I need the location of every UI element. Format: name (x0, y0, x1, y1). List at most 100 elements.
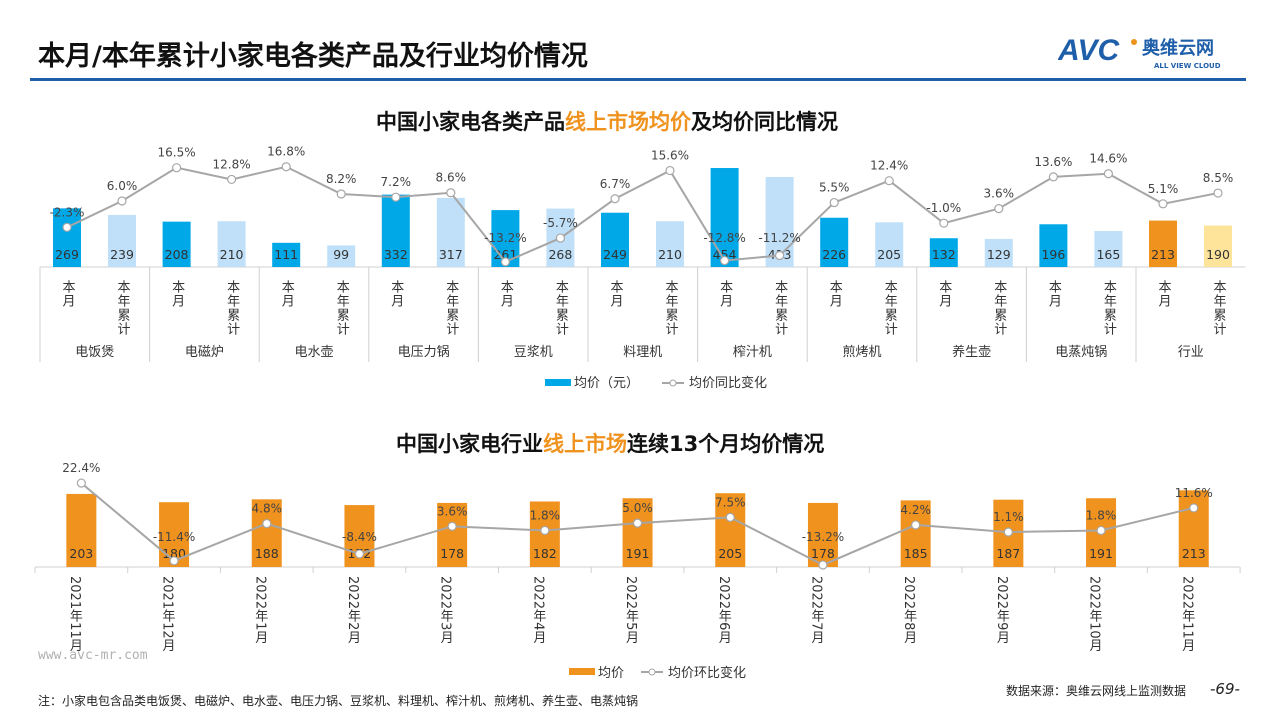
chart1-bar (381, 194, 410, 267)
chart2-bar-value: 185 (904, 546, 928, 561)
chart2-bar-value: 180 (162, 546, 186, 561)
chart1-sub-label: 本年累计 (772, 280, 788, 336)
chart1-bar (272, 242, 301, 267)
chart2-line-point (354, 549, 365, 559)
legend-marker-mom (648, 668, 656, 676)
chart2-line-label: 22.4% (62, 461, 100, 475)
chart2-bar (807, 502, 838, 567)
chart1-line-label: 7.2% (381, 175, 412, 189)
chart2-title-part: 中国小家电行业 (396, 432, 543, 456)
chart1-bar (108, 214, 136, 267)
chart1-line-label: -13.2% (484, 231, 526, 245)
chart1-bar-value: 190 (1206, 247, 1230, 262)
chart1-sub-label: 本月 (827, 280, 843, 308)
chart1-line-label: 15.6% (651, 149, 689, 163)
chart2-bar (437, 502, 468, 567)
chart1-line-label: 12.8% (213, 157, 251, 171)
chart2-line-label: 1.8% (530, 508, 561, 522)
chart1-line-point (939, 218, 949, 228)
chart2-line-point (911, 520, 921, 530)
chart1-bar-value: 99 (333, 247, 349, 262)
chart1-bar (601, 212, 629, 267)
chart2-line-point (1096, 525, 1106, 536)
website-watermark: www.avc-mr.com (38, 648, 148, 663)
chart1-sub-label: 本年累计 (1101, 280, 1117, 336)
chart2-category-label: 2022年5月 (623, 576, 639, 645)
chart2-line-point (725, 512, 735, 522)
chart1-line-point (829, 197, 839, 208)
footnote: 注：小家电包含品类电饭煲、电磁炉、电水壶、电压力锅、豆浆机、料理机、榨汁机、煎烤… (38, 694, 639, 708)
chart2-line-label: 11.6% (1175, 486, 1213, 500)
chart2-bar (715, 493, 746, 567)
chart1-line-label: 16.8% (267, 145, 305, 159)
chart1-bar-value: 317 (439, 247, 463, 262)
page-number: -69- (1210, 680, 1240, 698)
chart1-line-point (172, 163, 182, 173)
chart2-category-label: 2022年7月 (808, 576, 824, 645)
chart1-bar (1094, 231, 1123, 267)
legend-label-mom: 均价环比变化 (668, 665, 746, 681)
chart1-line-point (555, 233, 566, 243)
chart1-line-label: 3.6% (984, 187, 1015, 201)
chart1-line-label: 6.7% (600, 177, 631, 191)
chart1-bar (1204, 225, 1232, 267)
chart1-bar-value: 129 (987, 247, 1011, 262)
chart1-category-label: 养生壶 (952, 344, 991, 360)
chart1-line-point (391, 192, 401, 202)
chart1-sub-label: 本月 (279, 280, 295, 308)
chart1-bar (656, 221, 684, 267)
chart2-category-label: 2022年11月 (1179, 576, 1195, 653)
chart1-bar (217, 221, 246, 267)
chart1-line-point (994, 203, 1004, 214)
chart1-line-point (336, 189, 346, 199)
chart1-sub-label: 本年累计 (334, 280, 350, 336)
chart1-sub-label: 本月 (1156, 280, 1172, 308)
chart2-bar-value: 191 (1089, 546, 1113, 561)
chart2-line-label: 1.1% (993, 510, 1024, 524)
avc-logo: AVC 奥维云网 ALL VIEW CLOUD (1058, 34, 1221, 70)
chart1-bar-value: 269 (55, 247, 79, 262)
chart1-line-label: 8.5% (1203, 171, 1234, 185)
chart1-sub-label: 本年累计 (115, 280, 131, 336)
chart1-sub-label: 本年累计 (1211, 280, 1227, 336)
chart2-bar-value: 188 (255, 546, 279, 561)
chart1-line-point (884, 176, 894, 186)
chart1-title: 中国小家电各类产品线上市场均价及均价同比情况 (376, 106, 838, 136)
chart2-category-label: 2022年4月 (530, 576, 546, 645)
chart1-category-label: 榨汁机 (733, 344, 772, 360)
chart1-line-point (1213, 188, 1223, 198)
chart1-bar (436, 197, 465, 267)
chart1-line-point (665, 165, 675, 176)
chart2-line-point (447, 521, 457, 531)
chart1-sub-label: 本年累计 (553, 280, 569, 336)
chart1-sub-label: 本月 (388, 280, 404, 308)
chart2-line-point (540, 525, 550, 536)
chart1-bar (984, 238, 1013, 267)
chart2-line-label: 3.6% (437, 504, 468, 518)
chart2-line-label: 5.0% (622, 501, 653, 515)
chart1-line-label: -11.2% (758, 231, 800, 245)
chart2-line-point (1003, 527, 1013, 537)
chart2-line-label: 4.8% (252, 502, 283, 516)
chart1-category-label: 电磁炉 (185, 345, 224, 360)
chart1-title-part: 中国小家电各类产品 (376, 110, 565, 134)
svg-text:ALL VIEW CLOUD: ALL VIEW CLOUD (1154, 62, 1221, 70)
chart1-line-label: 13.6% (1034, 155, 1072, 169)
chart1-line-label: 6.0% (107, 179, 138, 193)
chart1-line-label: 12.4% (870, 159, 908, 173)
chart1-bar-value: 210 (658, 247, 682, 262)
chart1-line-label: 8.2% (326, 172, 357, 186)
chart1-sub-label: 本年累计 (224, 280, 240, 336)
chart1-title-part: 及均价同比情况 (691, 110, 838, 134)
data-source: 数据来源：奥维云网线上监测数据 (1006, 684, 1187, 698)
chart1-line-label: -12.8% (703, 231, 745, 245)
legend-label-avg: 均价 (598, 666, 624, 681)
chart2-line-label: 7.5% (715, 495, 746, 509)
chart1-line-point (1158, 199, 1168, 209)
chart1-bar-value: 210 (220, 247, 244, 262)
chart1-line-point (281, 162, 291, 172)
chart2-category-label: 2022年6月 (716, 576, 732, 645)
chart2-line-point (169, 556, 179, 566)
chart2-bar-value: 205 (718, 546, 742, 561)
